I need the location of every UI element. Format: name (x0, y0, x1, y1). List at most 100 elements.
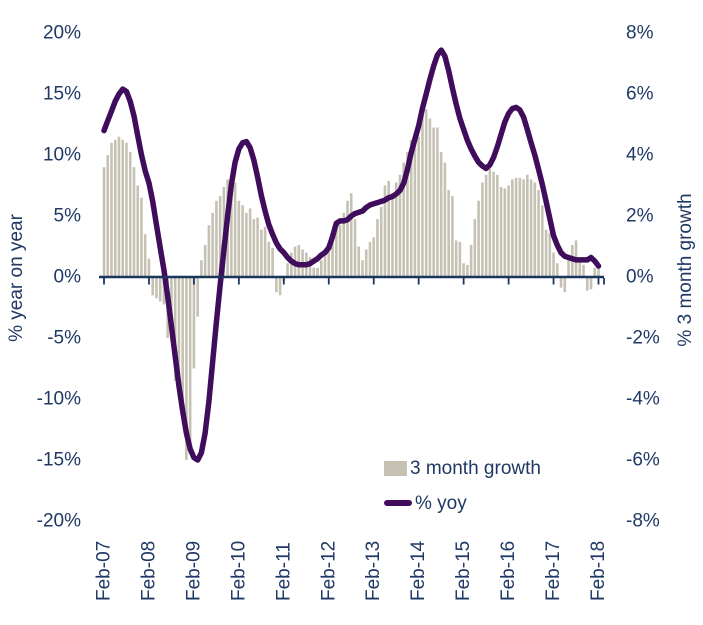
bar-month-29 (211, 212, 214, 277)
bar-month-26 (200, 260, 203, 278)
x-tick-label-Feb-11: Feb-11 (273, 542, 294, 601)
legend-label-bars: 3 month growth (410, 457, 541, 479)
bar-month-77 (391, 193, 394, 278)
bar-month-109 (511, 179, 514, 277)
bar-month-28 (207, 225, 211, 277)
left-tick-label: 15% (43, 84, 81, 105)
bar-month-66 (349, 193, 353, 278)
bar-month-52 (297, 244, 301, 277)
bar-month-9 (136, 185, 140, 277)
bar-month-59 (323, 252, 327, 277)
left-tick-label: -15% (37, 450, 81, 471)
right-tick-label: -4% (626, 389, 660, 410)
bar-month-114 (529, 179, 533, 277)
bar-month-39 (248, 208, 252, 278)
bar-month-55 (308, 257, 312, 277)
bar-month-101 (481, 182, 484, 277)
left-tick-label: -5% (47, 328, 81, 349)
bar-month-10 (140, 197, 143, 277)
x-tick-label-Feb-12: Feb-12 (318, 541, 339, 601)
bar-month-123 (563, 277, 567, 293)
bar-month-128 (582, 264, 585, 277)
bar-month-19 (173, 277, 177, 381)
bar-month-105 (496, 174, 499, 277)
bar-month-49 (286, 263, 289, 277)
left-tick-label: 20% (43, 23, 81, 44)
bar-month-97 (466, 264, 469, 277)
bar-month-1 (106, 155, 110, 277)
left-tick-label: -20% (37, 511, 81, 532)
bar-month-24 (192, 277, 196, 369)
left-tick-label: 0% (54, 267, 82, 288)
bar-month-98 (469, 244, 473, 277)
left-tick-label: -10% (37, 389, 81, 410)
bar-month-2 (110, 142, 113, 277)
bar-month-81 (406, 151, 409, 277)
bar-month-50 (290, 252, 293, 277)
x-tick-label-Feb-18: Feb-18 (588, 541, 609, 601)
bar-month-96 (462, 263, 465, 277)
bar-month-40 (252, 219, 256, 277)
bar-month-30 (215, 200, 218, 277)
right-tick-label: 6% (626, 84, 654, 105)
bar-month-87 (428, 118, 432, 278)
bar-month-103 (488, 168, 492, 277)
bar-month-35 (233, 182, 237, 277)
bar-month-102 (484, 174, 488, 277)
legend-label-line: % yoy (415, 492, 467, 514)
x-tick-label-Feb-09: Feb-09 (183, 541, 204, 601)
bar-month-131 (593, 267, 597, 277)
bar-month-36 (237, 200, 241, 277)
bar-month-16 (162, 277, 166, 305)
bar-series (102, 109, 600, 460)
bar-month-67 (353, 219, 357, 277)
bar-month-86 (424, 109, 428, 277)
bar-month-56 (312, 267, 316, 277)
bar-month-71 (368, 241, 372, 277)
bar-month-14 (155, 277, 158, 299)
bar-month-61 (331, 237, 334, 277)
bar-month-70 (364, 249, 368, 277)
right-tick-label: -2% (626, 328, 660, 349)
bar-swatch-icon (384, 460, 407, 476)
left-tick-label: 5% (54, 206, 82, 227)
x-axis (99, 275, 605, 285)
bar-month-68 (357, 246, 361, 277)
bar-month-99 (473, 219, 477, 277)
bar-month-8 (132, 167, 136, 277)
bar-month-65 (346, 200, 349, 277)
bar-month-115 (533, 182, 537, 277)
bar-month-127 (578, 261, 582, 277)
line-series (101, 47, 602, 463)
bar-month-107 (503, 188, 507, 277)
right-tick-label: 4% (626, 145, 654, 166)
bar-month-112 (522, 179, 525, 277)
bar-month-120 (552, 252, 555, 277)
bar-month-78 (394, 182, 398, 277)
right-axis-tick-labels: 8% 6% 4% 2% 0% -2% -4% -6% -8% (626, 23, 660, 532)
bar-month-57 (316, 267, 319, 277)
bar-month-5 (121, 139, 125, 277)
bar-month-69 (361, 260, 364, 278)
legend-item-bars: 3 month growth (384, 457, 541, 479)
right-tick-label: 8% (626, 23, 654, 44)
bar-month-93 (451, 196, 454, 278)
bar-month-25 (196, 277, 199, 317)
bar-month-21 (181, 277, 184, 418)
bar-month-74 (379, 206, 383, 277)
bar-month-3 (113, 139, 117, 277)
x-tick-label-Feb-14: Feb-14 (408, 540, 429, 601)
bar-month-12 (147, 258, 151, 277)
bar-month-100 (477, 200, 480, 277)
x-tick-label-Feb-17: Feb-17 (543, 541, 564, 601)
left-axis-tick-labels: 20% 15% 10% 5% 0% -5% -10% -15% -20% (37, 23, 81, 532)
bar-month-117 (541, 205, 544, 277)
bar-month-129 (585, 277, 589, 291)
bar-month-106 (499, 187, 503, 277)
bar-month-108 (507, 185, 510, 277)
x-tick-label-Feb-15: Feb-15 (453, 541, 474, 601)
bar-month-34 (230, 176, 233, 277)
bar-month-13 (151, 277, 154, 296)
right-tick-label: -6% (626, 450, 660, 471)
